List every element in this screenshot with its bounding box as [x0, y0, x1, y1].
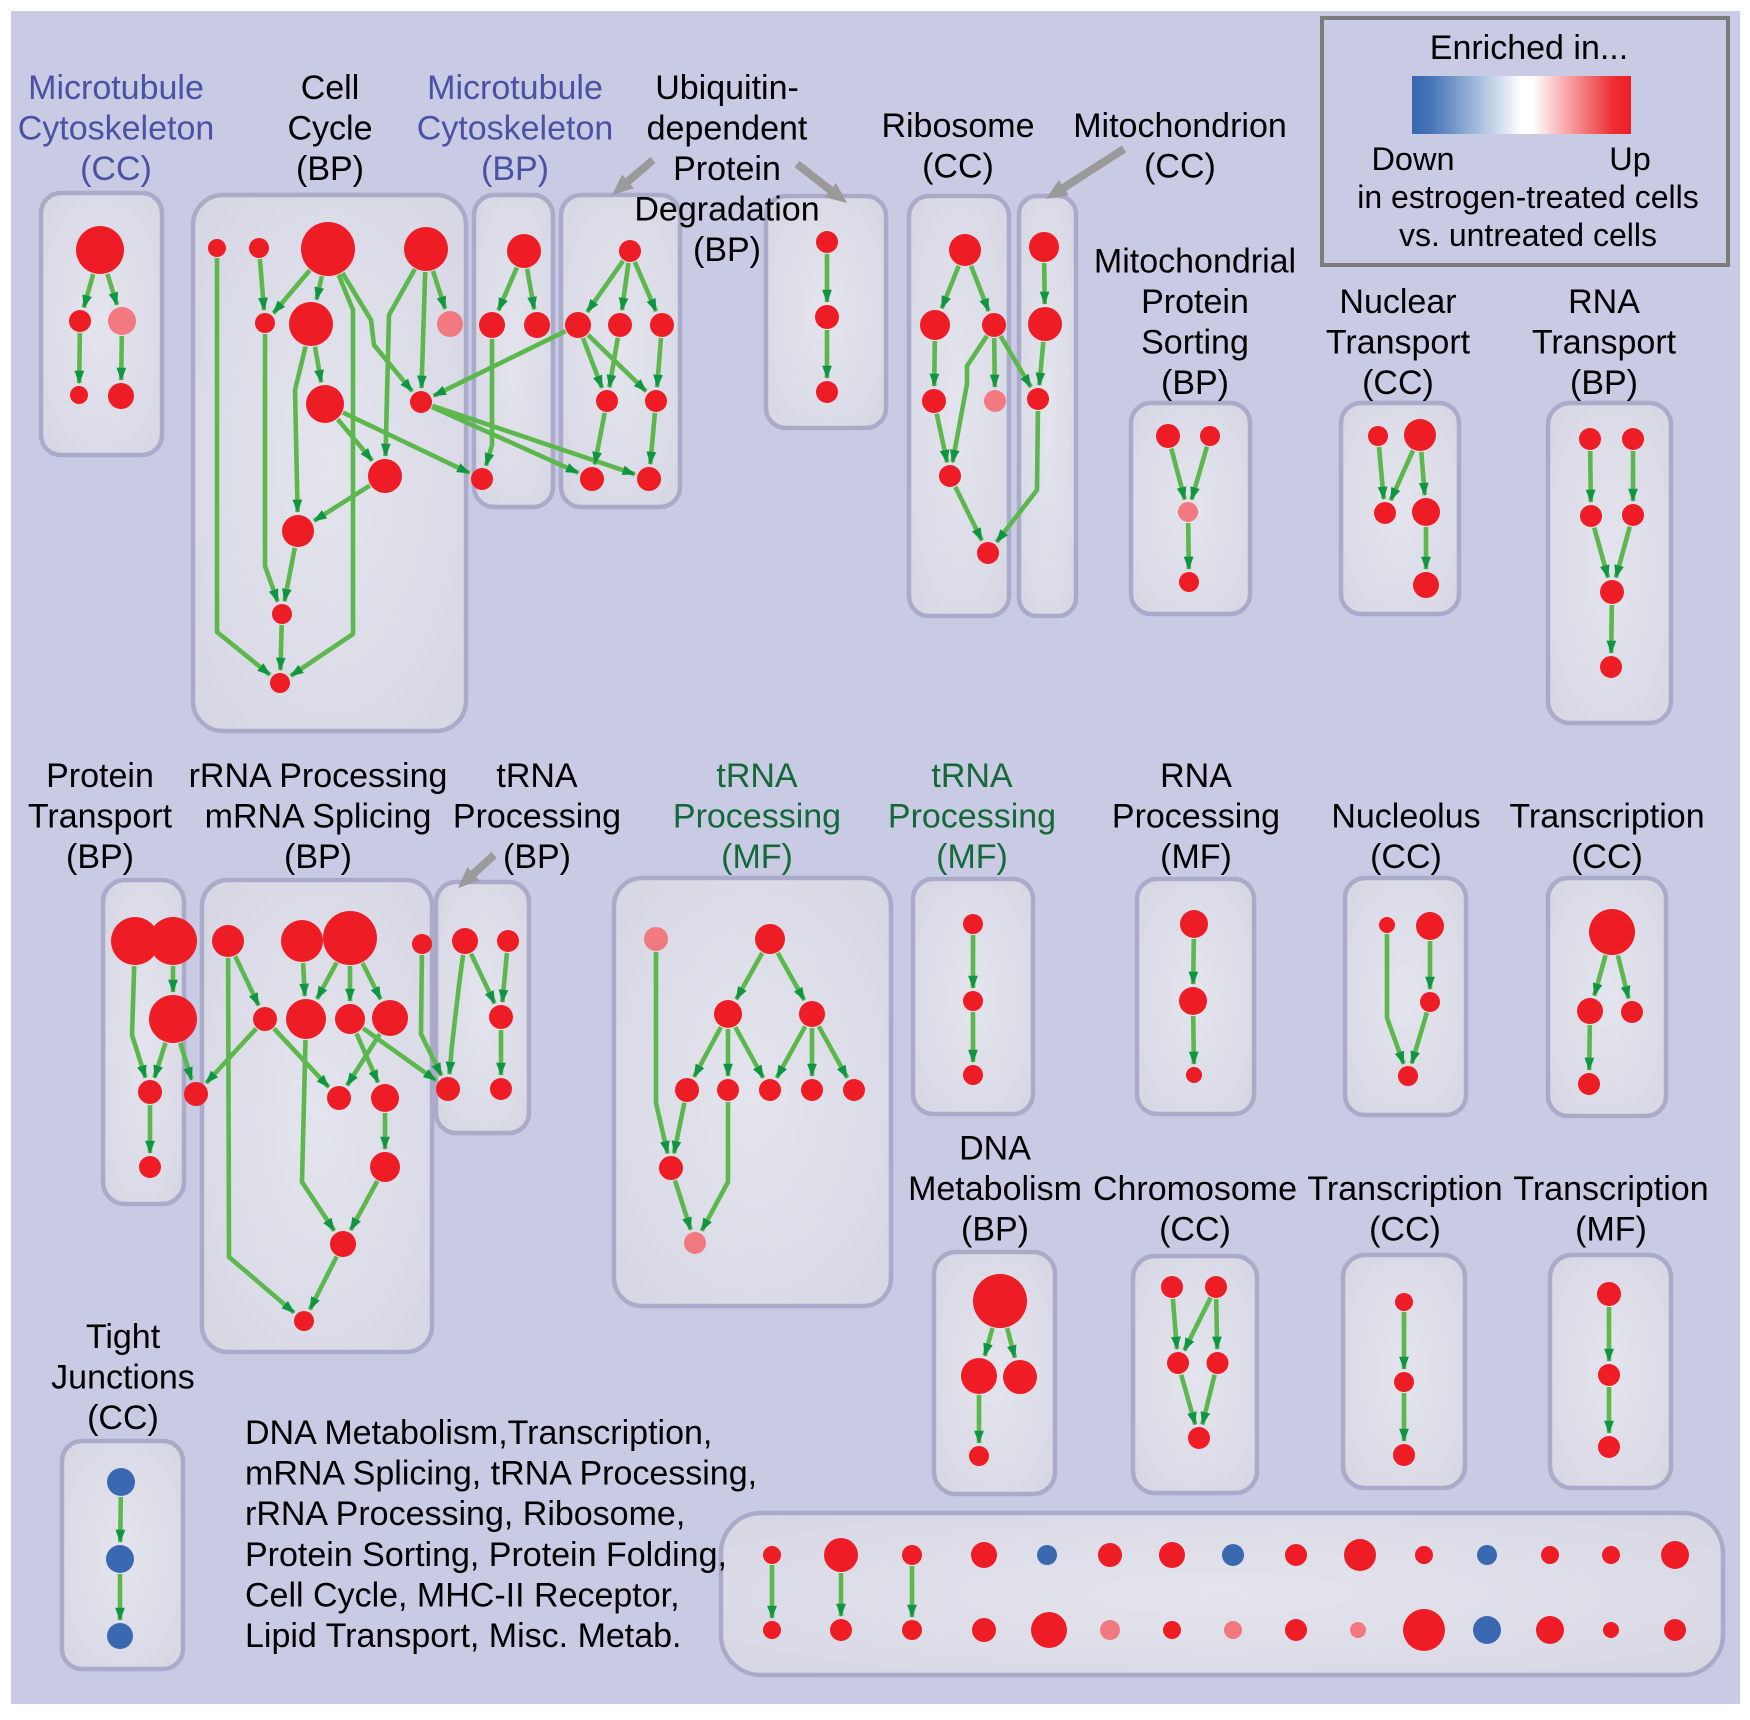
- svg-text:Processing: Processing: [888, 798, 1056, 836]
- svg-text:Junctions: Junctions: [51, 1359, 195, 1397]
- svg-text:(CC): (CC): [1369, 1211, 1441, 1249]
- svg-text:Protein: Protein: [673, 150, 781, 188]
- svg-text:Processing: Processing: [673, 798, 841, 836]
- svg-text:(BP): (BP): [693, 231, 761, 269]
- svg-text:rRNA Processing, Ribosome,: rRNA Processing, Ribosome,: [245, 1495, 685, 1533]
- svg-text:(CC): (CC): [1362, 364, 1434, 402]
- svg-text:(BP): (BP): [503, 838, 571, 876]
- svg-text:Down: Down: [1371, 141, 1454, 177]
- svg-text:Cytoskeleton: Cytoskeleton: [417, 110, 614, 148]
- svg-text:(CC): (CC): [87, 1399, 159, 1437]
- svg-text:Sorting: Sorting: [1141, 324, 1249, 362]
- svg-text:Transport: Transport: [1532, 324, 1677, 362]
- svg-text:RNA: RNA: [1568, 283, 1640, 321]
- svg-text:Ubiquitin-: Ubiquitin-: [655, 69, 799, 107]
- svg-text:tRNA: tRNA: [716, 757, 798, 795]
- svg-text:Cell: Cell: [301, 69, 360, 107]
- svg-text:(BP): (BP): [66, 838, 134, 876]
- svg-text:Mitochondrial: Mitochondrial: [1094, 243, 1296, 281]
- svg-text:Up: Up: [1609, 141, 1651, 177]
- svg-text:Protein: Protein: [46, 757, 154, 795]
- svg-text:Processing: Processing: [453, 798, 621, 836]
- svg-text:(BP): (BP): [296, 150, 364, 188]
- svg-text:Protein: Protein: [1141, 283, 1249, 321]
- svg-text:Transcription: Transcription: [1509, 798, 1704, 836]
- svg-text:(BP): (BP): [284, 838, 352, 876]
- svg-text:vs. untreated cells: vs. untreated cells: [1399, 217, 1657, 253]
- svg-text:Nucleolus: Nucleolus: [1331, 798, 1480, 836]
- svg-text:Degradation: Degradation: [634, 191, 819, 229]
- svg-text:Lipid Transport, Misc. Metab.: Lipid Transport, Misc. Metab.: [245, 1617, 682, 1655]
- svg-text:mRNA Splicing: mRNA Splicing: [205, 798, 432, 836]
- svg-text:Nuclear: Nuclear: [1339, 283, 1456, 321]
- svg-text:RNA: RNA: [1160, 757, 1232, 795]
- svg-text:(BP): (BP): [481, 150, 549, 188]
- svg-text:tRNA: tRNA: [496, 757, 578, 795]
- svg-text:Transport: Transport: [28, 798, 173, 836]
- svg-text:(CC): (CC): [1370, 838, 1442, 876]
- svg-text:Transcription: Transcription: [1513, 1170, 1708, 1208]
- svg-text:Enriched in...: Enriched in...: [1430, 29, 1628, 67]
- svg-text:Chromosome: Chromosome: [1093, 1170, 1297, 1208]
- svg-text:Cytoskeleton: Cytoskeleton: [18, 110, 215, 148]
- svg-text:tRNA: tRNA: [931, 757, 1013, 795]
- svg-text:Processing: Processing: [1112, 798, 1280, 836]
- svg-text:(MF): (MF): [1575, 1211, 1647, 1249]
- svg-text:Mitochondrion: Mitochondrion: [1073, 107, 1287, 145]
- svg-text:in estrogen-treated cells: in estrogen-treated cells: [1357, 179, 1699, 215]
- svg-text:mRNA Splicing, tRNA Processing: mRNA Splicing, tRNA Processing,: [245, 1455, 757, 1493]
- svg-text:(CC): (CC): [1571, 838, 1643, 876]
- svg-text:(CC): (CC): [1144, 148, 1216, 186]
- svg-text:(CC): (CC): [922, 148, 994, 186]
- svg-text:Protein Sorting, Protein Foldi: Protein Sorting, Protein Folding,: [245, 1536, 727, 1574]
- svg-text:Microtubule: Microtubule: [427, 69, 603, 107]
- svg-text:(MF): (MF): [1160, 838, 1232, 876]
- svg-text:(BP): (BP): [961, 1211, 1029, 1249]
- svg-text:dependent: dependent: [647, 110, 808, 148]
- svg-text:(MF): (MF): [721, 838, 793, 876]
- svg-text:(CC): (CC): [80, 150, 152, 188]
- svg-text:Cell Cycle, MHC-II Receptor,: Cell Cycle, MHC-II Receptor,: [245, 1576, 680, 1614]
- svg-text:(BP): (BP): [1570, 364, 1638, 402]
- svg-text:Transcription: Transcription: [1307, 1170, 1502, 1208]
- svg-text:Tight: Tight: [86, 1318, 161, 1356]
- svg-text:DNA: DNA: [959, 1130, 1031, 1168]
- svg-text:(MF): (MF): [936, 838, 1008, 876]
- svg-text:(CC): (CC): [1159, 1211, 1231, 1249]
- svg-text:DNA Metabolism,Transcription,: DNA Metabolism,Transcription,: [245, 1414, 712, 1452]
- svg-text:rRNA Processing: rRNA Processing: [189, 757, 448, 795]
- svg-text:Metabolism: Metabolism: [908, 1170, 1082, 1208]
- svg-text:Transport: Transport: [1326, 324, 1471, 362]
- svg-text:Cycle: Cycle: [287, 110, 372, 148]
- svg-text:Ribosome: Ribosome: [881, 107, 1034, 145]
- svg-text:Microtubule: Microtubule: [28, 69, 204, 107]
- svg-text:(BP): (BP): [1161, 364, 1229, 402]
